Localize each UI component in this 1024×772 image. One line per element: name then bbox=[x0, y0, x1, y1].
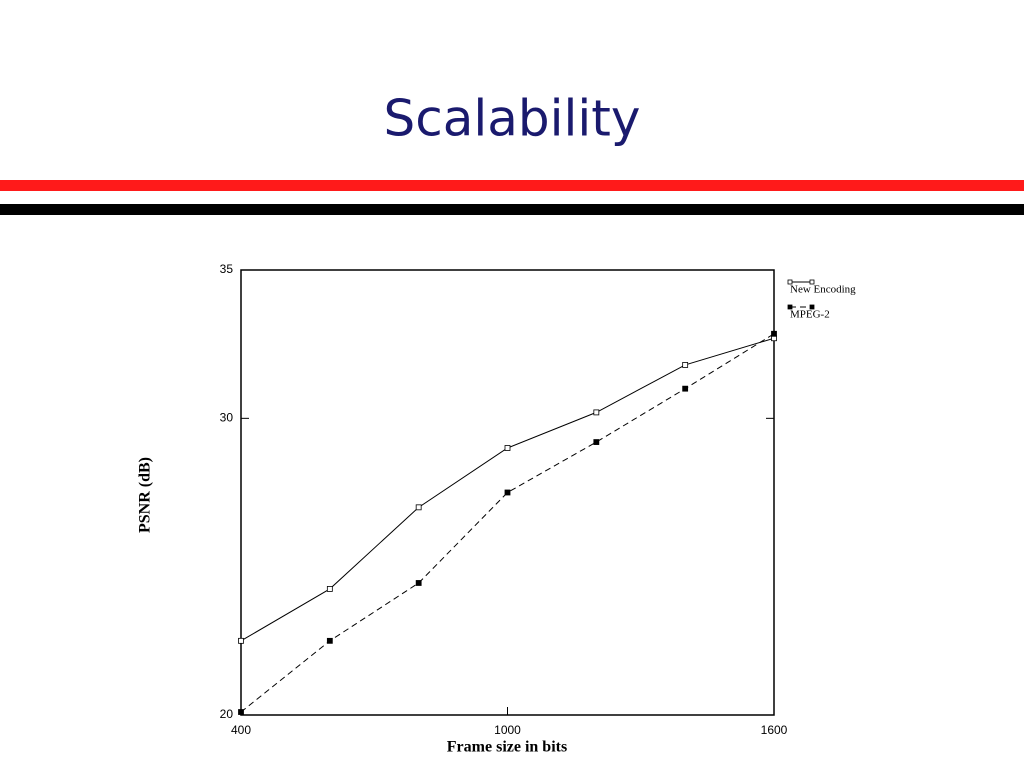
point-marker bbox=[415, 504, 422, 511]
legend-marker bbox=[787, 279, 793, 285]
point-marker bbox=[682, 362, 689, 368]
point-marker bbox=[326, 586, 333, 592]
point-marker bbox=[504, 489, 511, 496]
x-tick-label: 1000 bbox=[494, 723, 521, 737]
legend-label: New Encoding bbox=[790, 284, 856, 296]
point-marker bbox=[682, 385, 689, 392]
legend-label: MPEG-2 bbox=[790, 309, 830, 321]
point-marker bbox=[771, 330, 777, 337]
y-axis-label: PSNR (dB) bbox=[137, 457, 154, 533]
x-tick-label: 400 bbox=[231, 723, 251, 737]
x-tick-label: 1600 bbox=[761, 723, 788, 737]
point-marker bbox=[504, 445, 511, 451]
y-tick-label: 30 bbox=[220, 411, 234, 425]
y-tick-label: 20 bbox=[220, 707, 234, 721]
point-marker bbox=[415, 580, 422, 586]
x-axis-label: Frame size in bits bbox=[447, 739, 567, 756]
point-marker bbox=[326, 637, 333, 644]
y-tick-label: 35 bbox=[220, 262, 234, 276]
series-line bbox=[240, 333, 775, 713]
legend-marker bbox=[787, 304, 793, 310]
point-marker bbox=[593, 409, 600, 416]
point-marker bbox=[593, 439, 600, 445]
slide-title: Scalability bbox=[383, 90, 640, 148]
point-marker bbox=[238, 709, 244, 715]
red-bar bbox=[0, 180, 1024, 191]
legend-marker bbox=[809, 279, 815, 285]
legend-marker bbox=[809, 304, 815, 310]
black-bar bbox=[0, 204, 1024, 215]
point-marker bbox=[238, 637, 244, 644]
